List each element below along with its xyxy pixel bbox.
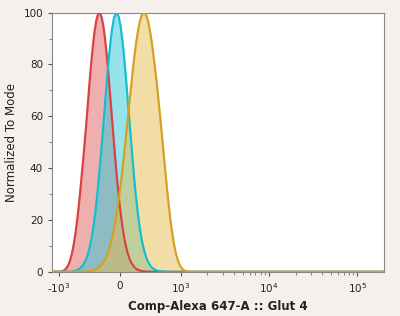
Y-axis label: Normalized To Mode: Normalized To Mode xyxy=(5,83,18,202)
X-axis label: Comp-Alexa 647-A :: Glut 4: Comp-Alexa 647-A :: Glut 4 xyxy=(128,300,308,313)
